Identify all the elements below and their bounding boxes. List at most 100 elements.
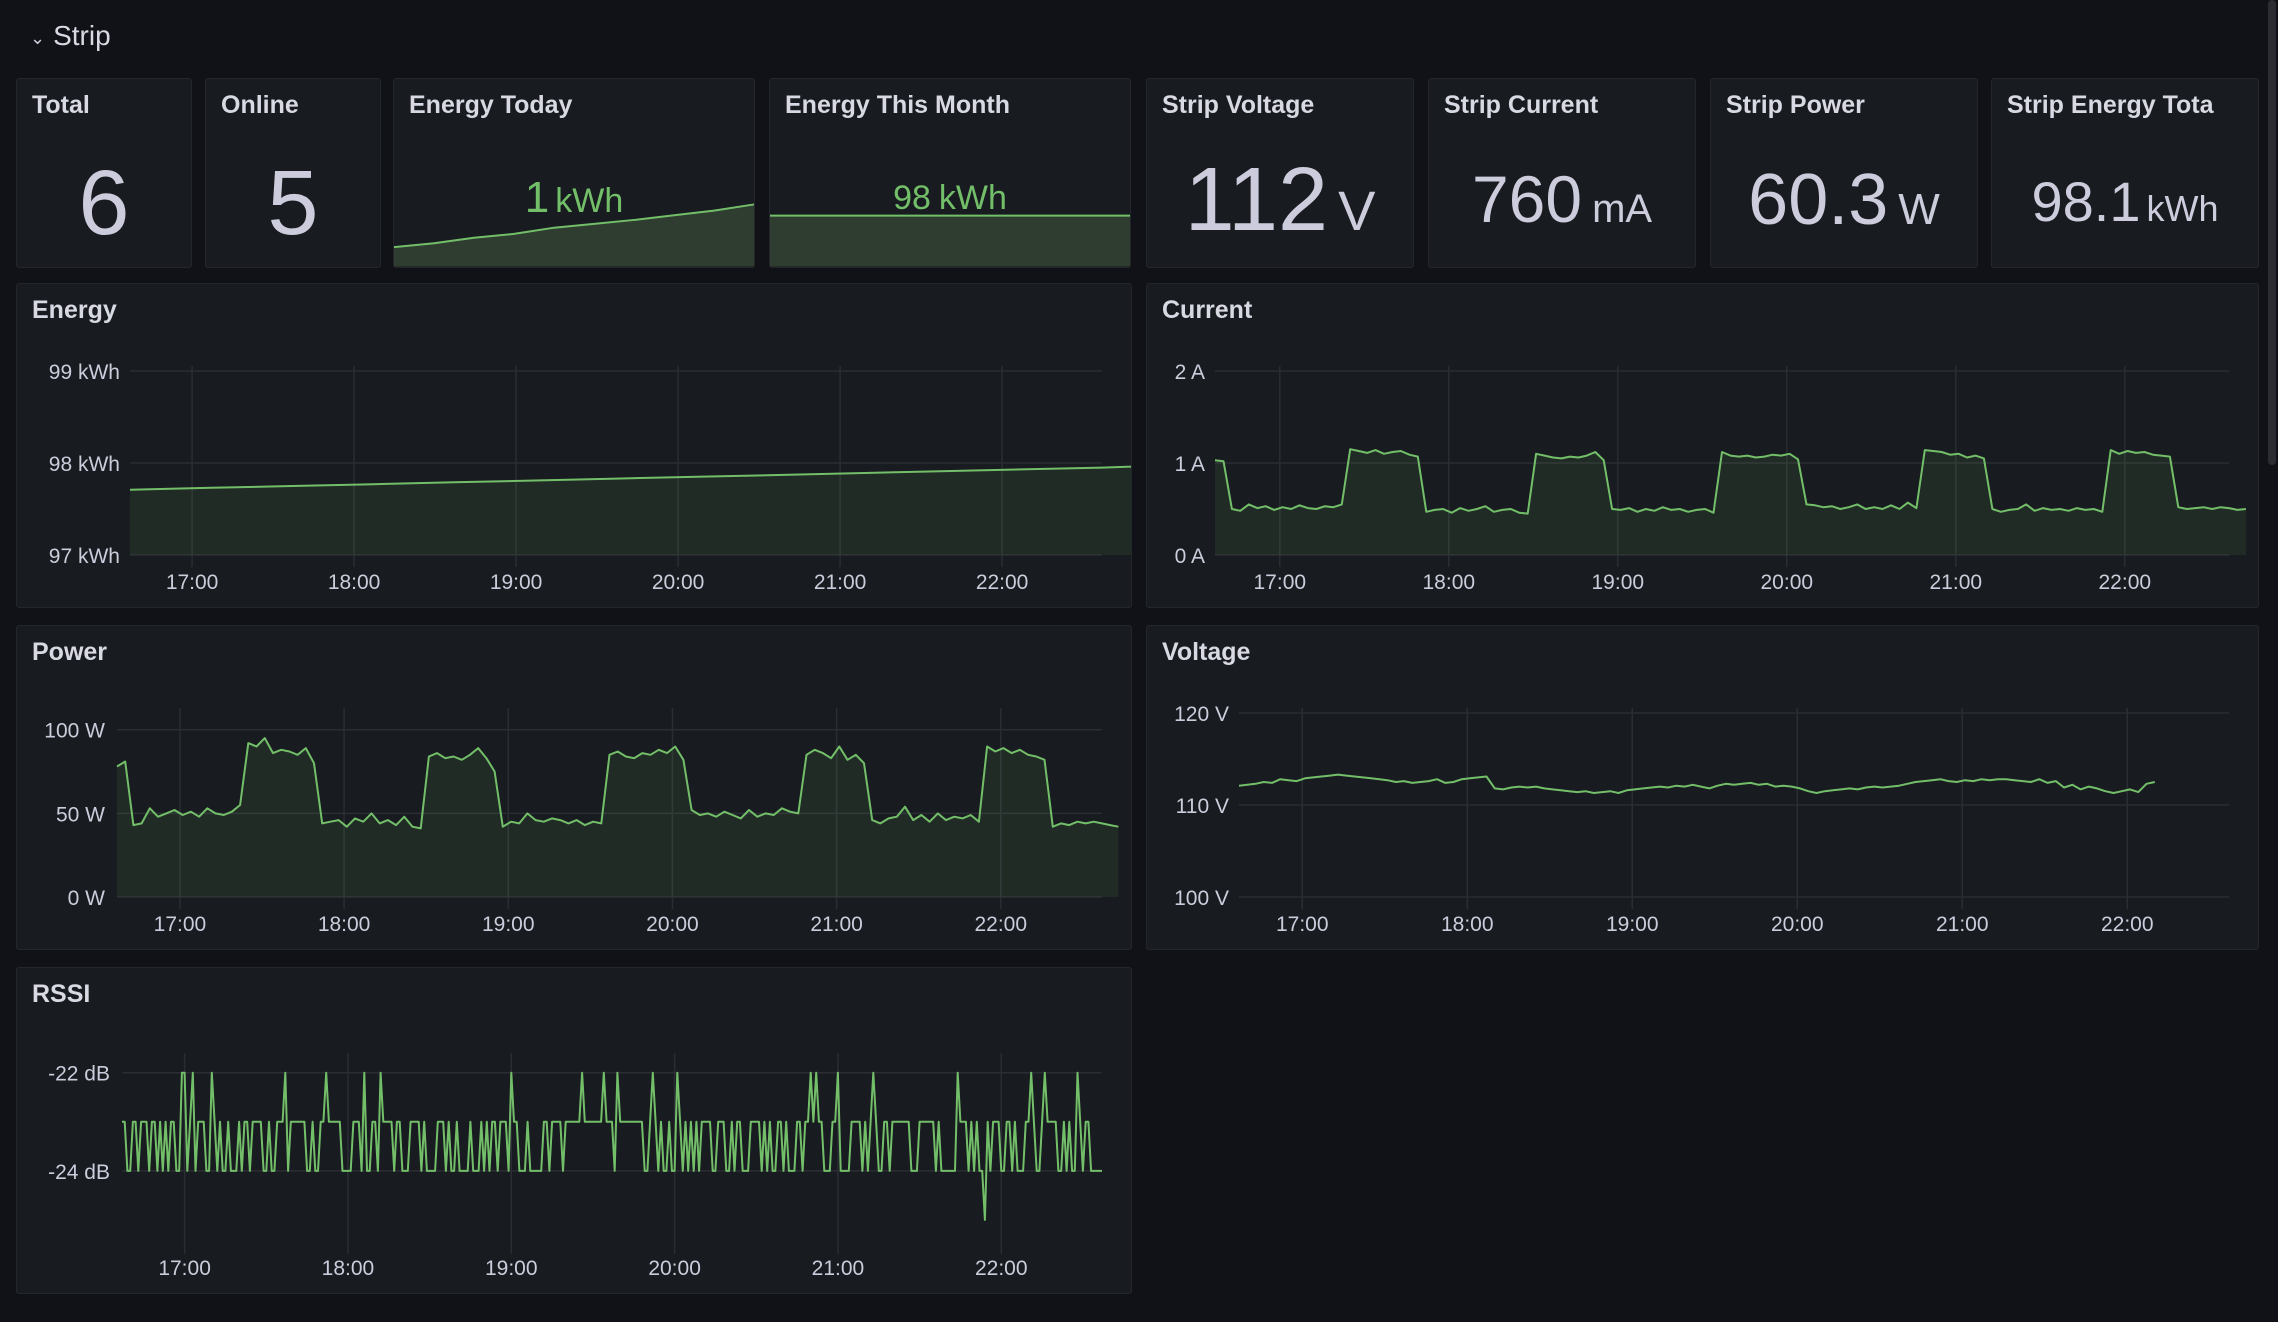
timeseries-panel-voltage[interactable]: Voltage 100 V 110 V 120 V 17:00 18:00 19:00 20… <box>1146 625 2259 950</box>
x-tick-label: 19:00 <box>1592 571 1645 594</box>
stat-value: 98.1 kWh <box>1992 169 2258 234</box>
chart-current: 0 A 1 A 2 A 17:00 18:00 19:00 20:00 21:00 22:00 <box>1175 361 2247 594</box>
stat-panel-total[interactable]: Total 6 <box>16 78 192 268</box>
stat-unit: kWh <box>2146 188 2219 229</box>
x-tick-label: 22:00 <box>975 1257 1028 1280</box>
series-line-current <box>1214 448 2247 515</box>
panel-title: Energy This Month <box>785 91 1010 119</box>
stat-number: 6 <box>78 152 130 254</box>
panel-title: Strip Voltage <box>1162 91 1315 119</box>
series-area-power <box>117 738 1119 897</box>
stat-number: 760 <box>1471 162 1583 236</box>
chart-voltage: 100 V 110 V 120 V 17:00 18:00 19:00 20:00 21:00… <box>1174 703 2229 936</box>
sparkline-line <box>394 203 754 249</box>
panel-title: Current <box>1162 296 1253 324</box>
y-tick-label: 100 W <box>44 720 105 743</box>
x-tick-label: 21:00 <box>814 571 867 594</box>
x-tick-label: 17:00 <box>166 571 219 594</box>
x-tick-label: 21:00 <box>810 913 863 936</box>
x-tick-label: 19:00 <box>490 571 543 594</box>
row-header-strip[interactable]: ⌄ Strip <box>30 14 111 58</box>
x-tick-label: 20:00 <box>1771 913 1824 936</box>
y-tick-label: 98 kWh <box>49 453 120 476</box>
timeseries-panel-energy[interactable]: Energy 97 kWh 98 kWh 99 kWh 17:00 18:00 19:00… <box>16 283 1132 608</box>
sparkline-fill <box>770 215 1130 267</box>
y-tick-label: 120 V <box>1174 703 1229 726</box>
x-tick-label: 17:00 <box>1276 913 1329 936</box>
y-tick-label: 1 A <box>1175 453 1205 476</box>
row-title: Strip <box>53 20 111 51</box>
x-tick-label: 20:00 <box>648 1257 701 1280</box>
stat-panel-strip-power[interactable]: Strip Power 60.3 W <box>1710 78 1978 268</box>
panel-title: Total <box>32 91 90 119</box>
stat-panel-strip-voltage[interactable]: Strip Voltage 112 V <box>1146 78 1414 268</box>
stat-unit: W <box>1898 185 1940 234</box>
sparkline <box>770 214 1130 267</box>
x-tick-label: 18:00 <box>328 571 381 594</box>
stat-number: 5 <box>267 152 319 254</box>
y-tick-label: 50 W <box>56 803 105 826</box>
x-tick-label: 19:00 <box>485 1257 538 1280</box>
series-area-current <box>1215 449 2246 555</box>
panel-title: Online <box>221 91 299 119</box>
x-tick-label: 21:00 <box>1930 571 1983 594</box>
stat-value: 98 kWh <box>770 179 1130 218</box>
x-tick-label: 17:00 <box>158 1257 211 1280</box>
x-tick-label: 22:00 <box>2101 913 2154 936</box>
panel-title: Energy Today <box>409 91 573 119</box>
stat-panel-energy-month[interactable]: Energy This Month 98 kWh <box>769 78 1131 268</box>
sparkline-fill <box>394 204 754 267</box>
chart-energy: 97 kWh 98 kWh 99 kWh 17:00 18:00 19:00 20:00 21… <box>49 361 1131 594</box>
x-tick-label: 19:00 <box>482 913 535 936</box>
stat-number: 112 <box>1184 150 1329 250</box>
x-tick-label: 18:00 <box>1441 913 1494 936</box>
sparkline <box>394 203 754 267</box>
stat-unit: mA <box>1592 187 1653 231</box>
y-tick-label: -24 dB <box>48 1161 110 1184</box>
stat-panel-strip-current[interactable]: Strip Current 760 mA <box>1428 78 1696 268</box>
x-tick-label: 18:00 <box>322 1257 375 1280</box>
x-tick-label: 20:00 <box>1761 571 1814 594</box>
stat-panel-strip-energy-total[interactable]: Strip Energy Tota 98.1 kWh <box>1991 78 2259 268</box>
x-tick-label: 20:00 <box>652 571 705 594</box>
x-tick-label: 22:00 <box>976 571 1029 594</box>
chevron-down-icon: ⌄ <box>30 27 46 48</box>
timeseries-panel-power[interactable]: Power 0 W 50 W 100 W 17:00 18:00 19:00 20:00 21… <box>16 625 1132 950</box>
x-tick-label: 21:00 <box>1936 913 1989 936</box>
x-tick-label: 17:00 <box>154 913 207 936</box>
panel-title: RSSI <box>32 980 91 1008</box>
panel-title: Strip Energy Tota <box>2007 91 2214 119</box>
chart-power: 0 W 50 W 100 W 17:00 18:00 19:00 20:00 21:00 22:… <box>44 708 1119 936</box>
stat-panel-online[interactable]: Online 5 <box>205 78 381 268</box>
stat-value: 1 kWh <box>394 173 754 223</box>
y-tick-label: 110 V <box>1176 795 1229 818</box>
stat-unit: kWh <box>555 182 624 220</box>
series-line-energy <box>129 465 1131 491</box>
timeseries-panel-rssi[interactable]: RSSI -24 dB -22 dB 17:00 18:00 19:00 20:00 21:… <box>16 967 1132 1294</box>
panel-title: Power <box>32 638 108 666</box>
y-tick-label: 0 W <box>68 887 106 910</box>
stat-panel-energy-today[interactable]: Energy Today 1 kWh <box>393 78 755 268</box>
y-tick-label: 97 kWh <box>49 545 120 568</box>
stat-value: 60.3 W <box>1711 159 1977 241</box>
stat-number: 98 <box>893 179 931 217</box>
stat-value: 112 V <box>1147 149 1413 252</box>
page-scrollbar[interactable] <box>2268 0 2276 465</box>
chart-rssi: -24 dB -22 dB 17:00 18:00 19:00 20:00 21:00 22:… <box>48 1053 1102 1280</box>
series-line-power <box>116 737 1119 830</box>
y-tick-label: 0 A <box>1175 545 1205 568</box>
panel-title: Energy <box>32 296 117 324</box>
stat-number: 1 <box>524 173 550 222</box>
stat-value: 5 <box>206 151 380 256</box>
series-line-rssi <box>122 1071 1102 1221</box>
stat-number: 98.1 <box>2031 170 2141 233</box>
y-tick-label: 2 A <box>1175 361 1205 384</box>
x-tick-label: 20:00 <box>646 913 699 936</box>
panel-title: Voltage <box>1162 638 1251 666</box>
series-area-energy <box>130 466 1131 555</box>
timeseries-panel-current[interactable]: Current 0 A 1 A 2 A 17:00 18:00 19:00 20:00 21:… <box>1146 283 2259 608</box>
x-tick-label: 18:00 <box>318 913 371 936</box>
x-tick-label: 17:00 <box>1254 571 1307 594</box>
x-tick-label: 18:00 <box>1423 571 1476 594</box>
x-tick-label: 21:00 <box>812 1257 865 1280</box>
